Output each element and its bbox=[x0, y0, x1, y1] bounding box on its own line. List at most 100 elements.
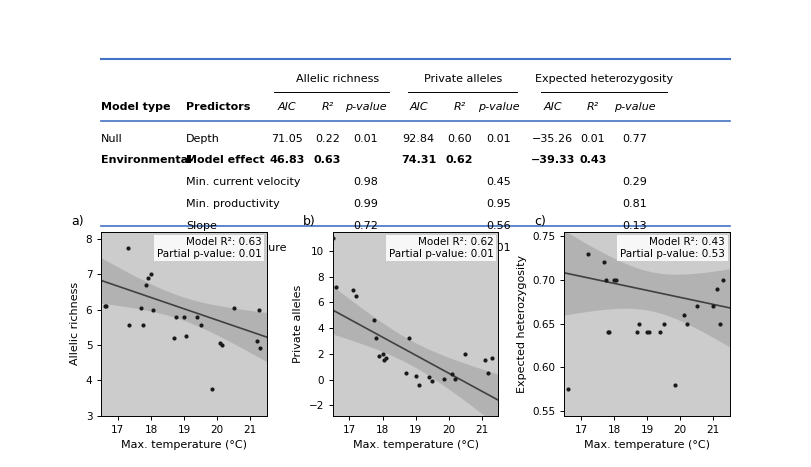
Point bbox=[136, 322, 149, 329]
Text: 0.99: 0.99 bbox=[353, 199, 378, 209]
Text: Model R²: 0.63
Partial p-value: 0.01: Model R²: 0.63 Partial p-value: 0.01 bbox=[157, 237, 262, 259]
Text: Model type: Model type bbox=[101, 102, 171, 112]
Text: 0.81: 0.81 bbox=[622, 199, 646, 209]
Point bbox=[599, 276, 612, 283]
Point bbox=[482, 369, 495, 377]
Point bbox=[478, 357, 491, 364]
Text: Private alleles: Private alleles bbox=[423, 74, 502, 84]
Point bbox=[350, 292, 363, 300]
Text: AIC: AIC bbox=[543, 102, 562, 112]
Point bbox=[448, 375, 461, 383]
Point bbox=[459, 350, 472, 358]
Text: Min. current velocity: Min. current velocity bbox=[187, 177, 301, 187]
Point bbox=[252, 306, 265, 313]
Text: 71.05: 71.05 bbox=[271, 134, 303, 143]
Text: Model R²: 0.43
Partial p-value: 0.53: Model R²: 0.43 Partial p-value: 0.53 bbox=[620, 237, 725, 259]
Text: −39.33: −39.33 bbox=[530, 156, 575, 165]
Point bbox=[669, 381, 682, 389]
Text: 0.01: 0.01 bbox=[353, 243, 378, 253]
Text: a): a) bbox=[71, 215, 84, 228]
Point bbox=[598, 259, 611, 266]
Text: Allelic richness: Allelic richness bbox=[295, 74, 379, 84]
Text: 0.60: 0.60 bbox=[448, 134, 472, 143]
Text: 0.13: 0.13 bbox=[622, 221, 646, 231]
Point bbox=[251, 338, 264, 345]
Point bbox=[423, 373, 436, 381]
Point bbox=[714, 320, 727, 327]
Point bbox=[122, 244, 135, 251]
Point bbox=[581, 250, 594, 257]
Point bbox=[98, 302, 111, 310]
Point bbox=[657, 320, 670, 327]
Point bbox=[717, 276, 730, 283]
Point bbox=[410, 372, 423, 380]
Point bbox=[194, 322, 207, 329]
Point bbox=[370, 335, 383, 342]
Point bbox=[633, 320, 646, 327]
Text: Min. productivity: Min. productivity bbox=[187, 199, 280, 209]
Point bbox=[327, 234, 340, 242]
Text: 0.45: 0.45 bbox=[487, 177, 511, 187]
Text: 0.01: 0.01 bbox=[353, 134, 378, 143]
Point bbox=[168, 334, 181, 341]
Y-axis label: Private alleles: Private alleles bbox=[293, 284, 303, 363]
Point bbox=[380, 354, 393, 361]
Point bbox=[609, 276, 622, 283]
Text: 0.01: 0.01 bbox=[487, 243, 511, 253]
Y-axis label: Allelic richness: Allelic richness bbox=[71, 282, 80, 365]
Point bbox=[139, 281, 152, 289]
Point bbox=[641, 329, 654, 336]
Point bbox=[601, 329, 614, 336]
Text: 74.31: 74.31 bbox=[401, 156, 436, 165]
X-axis label: Max. temperature (°C): Max. temperature (°C) bbox=[121, 440, 247, 450]
Text: 0.77: 0.77 bbox=[622, 134, 647, 143]
Point bbox=[402, 335, 415, 342]
Y-axis label: Expected heterozygosity: Expected heterozygosity bbox=[517, 255, 527, 393]
Text: Model R²: 0.62
Partial p-value: 0.01: Model R²: 0.62 Partial p-value: 0.01 bbox=[388, 237, 493, 259]
Text: 0.98: 0.98 bbox=[353, 177, 378, 187]
Point bbox=[144, 270, 157, 278]
Text: Depth: Depth bbox=[187, 134, 220, 143]
Text: R²: R² bbox=[453, 102, 466, 112]
Text: 0.56: 0.56 bbox=[487, 221, 511, 231]
Text: c): c) bbox=[534, 215, 547, 228]
Point bbox=[378, 357, 391, 364]
Text: R²: R² bbox=[586, 102, 599, 112]
Point bbox=[437, 375, 450, 383]
Point bbox=[254, 345, 267, 352]
Point bbox=[141, 274, 154, 282]
Point bbox=[135, 304, 148, 311]
Text: Slope: Slope bbox=[187, 221, 217, 231]
Text: 0.63: 0.63 bbox=[314, 156, 341, 165]
Text: 0.72: 0.72 bbox=[353, 221, 378, 231]
Text: R²: R² bbox=[321, 102, 334, 112]
Point bbox=[216, 341, 229, 349]
Point bbox=[191, 313, 204, 320]
Point bbox=[677, 311, 690, 318]
Point bbox=[607, 276, 620, 283]
Point bbox=[413, 381, 426, 389]
Point bbox=[445, 371, 458, 378]
Text: 0.22: 0.22 bbox=[315, 134, 340, 143]
X-axis label: Max. temperature (°C): Max. temperature (°C) bbox=[584, 440, 710, 450]
Text: Max. temperature: Max. temperature bbox=[187, 243, 287, 253]
Point bbox=[690, 303, 703, 310]
X-axis label: Max. temperature (°C): Max. temperature (°C) bbox=[353, 440, 478, 450]
Point bbox=[399, 369, 412, 377]
Point bbox=[680, 320, 693, 327]
Point bbox=[100, 302, 113, 310]
Point bbox=[376, 350, 389, 358]
Text: Expected heterozygosity: Expected heterozygosity bbox=[535, 74, 673, 84]
Text: 46.83: 46.83 bbox=[269, 156, 304, 165]
Text: Null: Null bbox=[101, 134, 123, 143]
Text: p-value: p-value bbox=[345, 102, 386, 112]
Point bbox=[373, 353, 386, 360]
Text: Predictors: Predictors bbox=[187, 102, 251, 112]
Point bbox=[368, 317, 381, 324]
Text: 92.84: 92.84 bbox=[403, 134, 435, 143]
Text: 0.29: 0.29 bbox=[622, 177, 647, 187]
Point bbox=[123, 322, 136, 329]
Point bbox=[146, 306, 159, 313]
Point bbox=[603, 329, 616, 336]
Point bbox=[179, 333, 192, 340]
